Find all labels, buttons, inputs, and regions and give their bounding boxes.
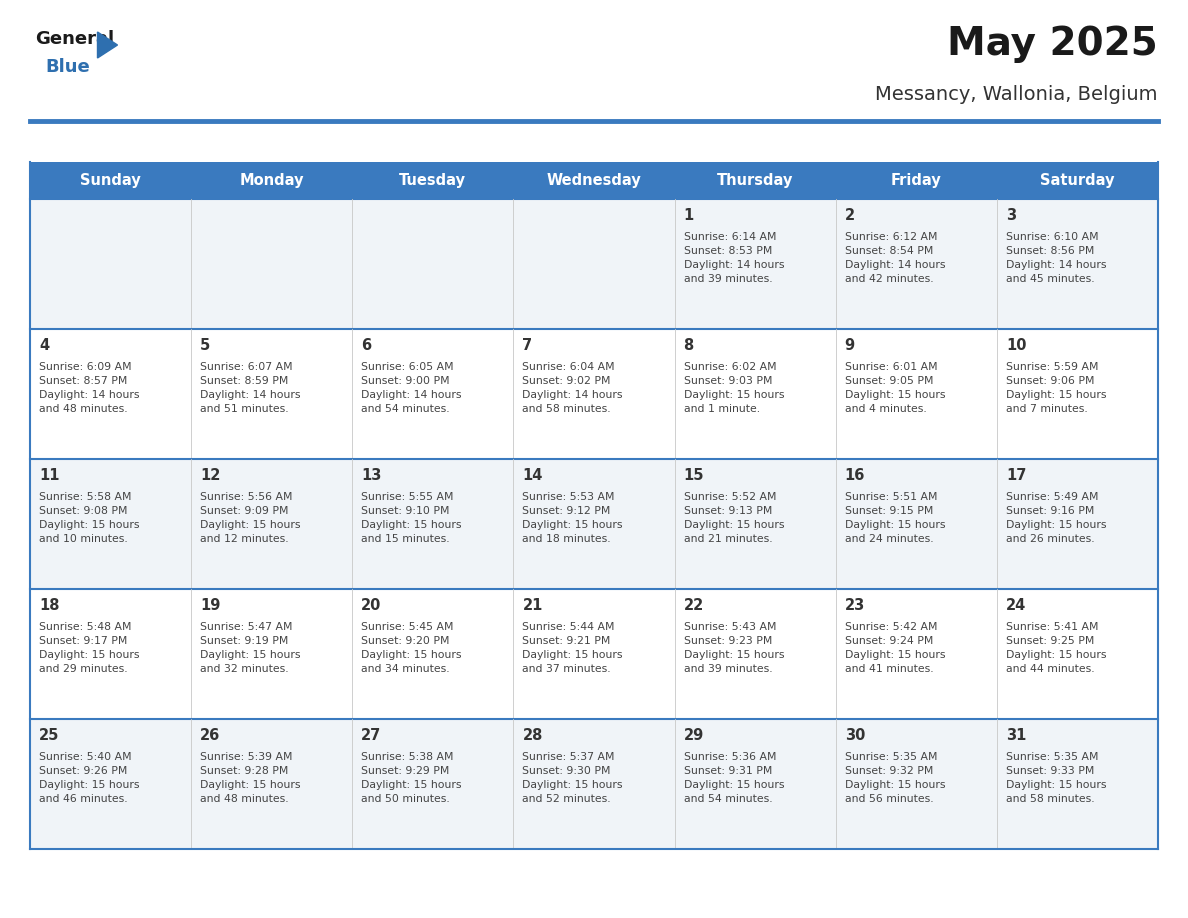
Text: 17: 17 bbox=[1006, 468, 1026, 483]
Text: May 2025: May 2025 bbox=[947, 25, 1158, 63]
Text: Sunrise: 5:52 AM
Sunset: 9:13 PM
Daylight: 15 hours
and 21 minutes.: Sunrise: 5:52 AM Sunset: 9:13 PM Dayligh… bbox=[683, 492, 784, 544]
Polygon shape bbox=[97, 32, 118, 58]
Text: Sunrise: 5:39 AM
Sunset: 9:28 PM
Daylight: 15 hours
and 48 minutes.: Sunrise: 5:39 AM Sunset: 9:28 PM Dayligh… bbox=[200, 752, 301, 804]
Text: 9: 9 bbox=[845, 338, 855, 353]
Text: Sunrise: 5:48 AM
Sunset: 9:17 PM
Daylight: 15 hours
and 29 minutes.: Sunrise: 5:48 AM Sunset: 9:17 PM Dayligh… bbox=[39, 622, 139, 674]
Bar bbox=[30, 329, 1158, 459]
Text: Sunrise: 6:07 AM
Sunset: 8:59 PM
Daylight: 14 hours
and 51 minutes.: Sunrise: 6:07 AM Sunset: 8:59 PM Dayligh… bbox=[200, 362, 301, 414]
Bar bbox=[30, 589, 1158, 719]
Text: Blue: Blue bbox=[45, 58, 90, 76]
Text: 24: 24 bbox=[1006, 598, 1026, 613]
Text: 27: 27 bbox=[361, 728, 381, 743]
Text: Sunrise: 6:04 AM
Sunset: 9:02 PM
Daylight: 14 hours
and 58 minutes.: Sunrise: 6:04 AM Sunset: 9:02 PM Dayligh… bbox=[523, 362, 623, 414]
Text: Monday: Monday bbox=[240, 173, 304, 188]
Text: 31: 31 bbox=[1006, 728, 1026, 743]
Text: 6: 6 bbox=[361, 338, 372, 353]
Text: Sunrise: 5:53 AM
Sunset: 9:12 PM
Daylight: 15 hours
and 18 minutes.: Sunrise: 5:53 AM Sunset: 9:12 PM Dayligh… bbox=[523, 492, 623, 544]
Text: 22: 22 bbox=[683, 598, 703, 613]
Text: Sunrise: 5:38 AM
Sunset: 9:29 PM
Daylight: 15 hours
and 50 minutes.: Sunrise: 5:38 AM Sunset: 9:29 PM Dayligh… bbox=[361, 752, 462, 804]
Text: Sunrise: 6:10 AM
Sunset: 8:56 PM
Daylight: 14 hours
and 45 minutes.: Sunrise: 6:10 AM Sunset: 8:56 PM Dayligh… bbox=[1006, 232, 1106, 284]
Text: 4: 4 bbox=[39, 338, 49, 353]
Text: 26: 26 bbox=[200, 728, 221, 743]
Text: Messancy, Wallonia, Belgium: Messancy, Wallonia, Belgium bbox=[876, 85, 1158, 104]
Text: Sunrise: 5:49 AM
Sunset: 9:16 PM
Daylight: 15 hours
and 26 minutes.: Sunrise: 5:49 AM Sunset: 9:16 PM Dayligh… bbox=[1006, 492, 1106, 544]
Text: 19: 19 bbox=[200, 598, 221, 613]
Text: Sunrise: 5:45 AM
Sunset: 9:20 PM
Daylight: 15 hours
and 34 minutes.: Sunrise: 5:45 AM Sunset: 9:20 PM Dayligh… bbox=[361, 622, 462, 674]
Text: Tuesday: Tuesday bbox=[399, 173, 467, 188]
Text: 5: 5 bbox=[200, 338, 210, 353]
Text: 12: 12 bbox=[200, 468, 221, 483]
Text: Sunrise: 5:37 AM
Sunset: 9:30 PM
Daylight: 15 hours
and 52 minutes.: Sunrise: 5:37 AM Sunset: 9:30 PM Dayligh… bbox=[523, 752, 623, 804]
Text: Sunrise: 6:02 AM
Sunset: 9:03 PM
Daylight: 15 hours
and 1 minute.: Sunrise: 6:02 AM Sunset: 9:03 PM Dayligh… bbox=[683, 362, 784, 414]
Text: 30: 30 bbox=[845, 728, 865, 743]
Bar bbox=[30, 719, 1158, 849]
Text: 16: 16 bbox=[845, 468, 865, 483]
Text: Sunrise: 6:14 AM
Sunset: 8:53 PM
Daylight: 14 hours
and 39 minutes.: Sunrise: 6:14 AM Sunset: 8:53 PM Dayligh… bbox=[683, 232, 784, 284]
Text: 3: 3 bbox=[1006, 208, 1016, 223]
Text: Sunrise: 5:44 AM
Sunset: 9:21 PM
Daylight: 15 hours
and 37 minutes.: Sunrise: 5:44 AM Sunset: 9:21 PM Dayligh… bbox=[523, 622, 623, 674]
Text: 29: 29 bbox=[683, 728, 703, 743]
Text: Sunrise: 5:56 AM
Sunset: 9:09 PM
Daylight: 15 hours
and 12 minutes.: Sunrise: 5:56 AM Sunset: 9:09 PM Dayligh… bbox=[200, 492, 301, 544]
Text: 1: 1 bbox=[683, 208, 694, 223]
Text: Sunrise: 5:41 AM
Sunset: 9:25 PM
Daylight: 15 hours
and 44 minutes.: Sunrise: 5:41 AM Sunset: 9:25 PM Dayligh… bbox=[1006, 622, 1106, 674]
Text: 2: 2 bbox=[845, 208, 855, 223]
Text: Thursday: Thursday bbox=[716, 173, 794, 188]
Text: Sunrise: 5:55 AM
Sunset: 9:10 PM
Daylight: 15 hours
and 15 minutes.: Sunrise: 5:55 AM Sunset: 9:10 PM Dayligh… bbox=[361, 492, 462, 544]
Text: Sunrise: 5:47 AM
Sunset: 9:19 PM
Daylight: 15 hours
and 32 minutes.: Sunrise: 5:47 AM Sunset: 9:19 PM Dayligh… bbox=[200, 622, 301, 674]
Text: 13: 13 bbox=[361, 468, 381, 483]
Text: Sunrise: 5:43 AM
Sunset: 9:23 PM
Daylight: 15 hours
and 39 minutes.: Sunrise: 5:43 AM Sunset: 9:23 PM Dayligh… bbox=[683, 622, 784, 674]
Text: Sunrise: 6:05 AM
Sunset: 9:00 PM
Daylight: 14 hours
and 54 minutes.: Sunrise: 6:05 AM Sunset: 9:00 PM Dayligh… bbox=[361, 362, 462, 414]
Text: 8: 8 bbox=[683, 338, 694, 353]
Text: Sunrise: 5:36 AM
Sunset: 9:31 PM
Daylight: 15 hours
and 54 minutes.: Sunrise: 5:36 AM Sunset: 9:31 PM Dayligh… bbox=[683, 752, 784, 804]
Text: Sunday: Sunday bbox=[81, 173, 141, 188]
Text: 15: 15 bbox=[683, 468, 704, 483]
Text: Sunrise: 5:35 AM
Sunset: 9:32 PM
Daylight: 15 hours
and 56 minutes.: Sunrise: 5:35 AM Sunset: 9:32 PM Dayligh… bbox=[845, 752, 946, 804]
Text: Sunrise: 6:09 AM
Sunset: 8:57 PM
Daylight: 14 hours
and 48 minutes.: Sunrise: 6:09 AM Sunset: 8:57 PM Dayligh… bbox=[39, 362, 139, 414]
Text: Wednesday: Wednesday bbox=[546, 173, 642, 188]
Text: 11: 11 bbox=[39, 468, 59, 483]
Text: Sunrise: 5:59 AM
Sunset: 9:06 PM
Daylight: 15 hours
and 7 minutes.: Sunrise: 5:59 AM Sunset: 9:06 PM Dayligh… bbox=[1006, 362, 1106, 414]
Text: Friday: Friday bbox=[891, 173, 942, 188]
Text: 23: 23 bbox=[845, 598, 865, 613]
Text: 18: 18 bbox=[39, 598, 59, 613]
Text: 25: 25 bbox=[39, 728, 59, 743]
Text: Sunrise: 5:58 AM
Sunset: 9:08 PM
Daylight: 15 hours
and 10 minutes.: Sunrise: 5:58 AM Sunset: 9:08 PM Dayligh… bbox=[39, 492, 139, 544]
Text: Sunrise: 5:35 AM
Sunset: 9:33 PM
Daylight: 15 hours
and 58 minutes.: Sunrise: 5:35 AM Sunset: 9:33 PM Dayligh… bbox=[1006, 752, 1106, 804]
Text: Sunrise: 6:12 AM
Sunset: 8:54 PM
Daylight: 14 hours
and 42 minutes.: Sunrise: 6:12 AM Sunset: 8:54 PM Dayligh… bbox=[845, 232, 946, 284]
Text: Saturday: Saturday bbox=[1041, 173, 1114, 188]
Text: 20: 20 bbox=[361, 598, 381, 613]
Bar bbox=[30, 199, 1158, 329]
Text: Sunrise: 6:01 AM
Sunset: 9:05 PM
Daylight: 15 hours
and 4 minutes.: Sunrise: 6:01 AM Sunset: 9:05 PM Dayligh… bbox=[845, 362, 946, 414]
Text: Sunrise: 5:40 AM
Sunset: 9:26 PM
Daylight: 15 hours
and 46 minutes.: Sunrise: 5:40 AM Sunset: 9:26 PM Dayligh… bbox=[39, 752, 139, 804]
Text: 14: 14 bbox=[523, 468, 543, 483]
Text: Sunrise: 5:51 AM
Sunset: 9:15 PM
Daylight: 15 hours
and 24 minutes.: Sunrise: 5:51 AM Sunset: 9:15 PM Dayligh… bbox=[845, 492, 946, 544]
Text: 28: 28 bbox=[523, 728, 543, 743]
Text: Sunrise: 5:42 AM
Sunset: 9:24 PM
Daylight: 15 hours
and 41 minutes.: Sunrise: 5:42 AM Sunset: 9:24 PM Dayligh… bbox=[845, 622, 946, 674]
Text: 21: 21 bbox=[523, 598, 543, 613]
Text: General: General bbox=[34, 30, 114, 48]
Text: 10: 10 bbox=[1006, 338, 1026, 353]
Text: 7: 7 bbox=[523, 338, 532, 353]
Bar bbox=[30, 162, 1158, 199]
Bar bbox=[30, 459, 1158, 589]
